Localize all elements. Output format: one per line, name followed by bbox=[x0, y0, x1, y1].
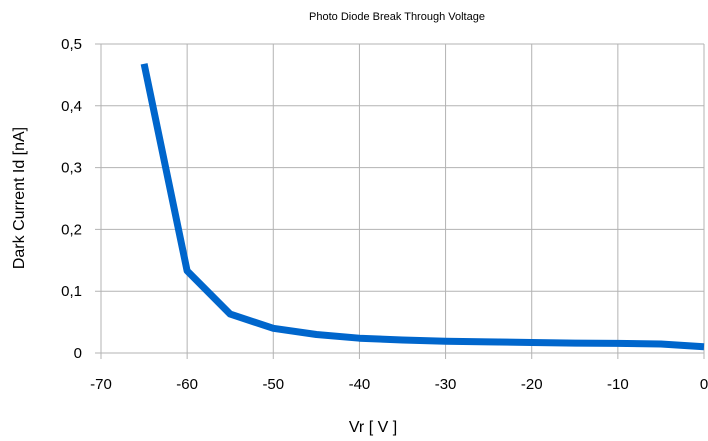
y-axis-ticks: 0 0,1 0,2 0,3 0,4 0,5 bbox=[61, 36, 82, 362]
y-tick-label: 0,4 bbox=[61, 98, 82, 115]
data-point bbox=[531, 342, 532, 343]
y-tick-label: 0,2 bbox=[61, 221, 82, 238]
y-axis-label: Dark Current Id [nA] bbox=[11, 127, 28, 269]
data-point bbox=[230, 314, 231, 315]
data-point bbox=[144, 63, 145, 64]
x-tick-label: -30 bbox=[435, 376, 457, 393]
data-point bbox=[704, 346, 705, 347]
grid-lines bbox=[95, 43, 705, 359]
data-point bbox=[445, 341, 446, 342]
x-axis-ticks: -70 -60 -50 -40 -30 -20 -10 0 bbox=[90, 376, 708, 393]
data-point bbox=[359, 338, 360, 339]
series-line bbox=[140, 63, 705, 351]
y-tick-label: 0 bbox=[74, 345, 82, 362]
x-tick-label: -70 bbox=[90, 376, 112, 393]
y-tick-label: 0,3 bbox=[61, 160, 82, 177]
y-tick-label: 0,5 bbox=[61, 36, 82, 53]
x-axis-label: Vr [ V ] bbox=[349, 419, 397, 436]
x-tick-label: -60 bbox=[176, 376, 198, 393]
x-tick-label: -50 bbox=[262, 376, 284, 393]
data-point bbox=[402, 340, 403, 341]
x-tick-label: -20 bbox=[521, 376, 543, 393]
data-point bbox=[187, 270, 188, 271]
data-point bbox=[273, 328, 274, 329]
data-point bbox=[617, 343, 618, 344]
data-point bbox=[316, 334, 317, 335]
x-tick-label: -40 bbox=[349, 376, 371, 393]
data-point bbox=[574, 343, 575, 344]
series-layer bbox=[140, 63, 705, 351]
data-point bbox=[660, 344, 661, 345]
chart-title: Photo Diode Break Through Voltage bbox=[309, 11, 485, 23]
y-tick-label: 0,1 bbox=[61, 283, 82, 300]
x-tick-label: -10 bbox=[607, 376, 629, 393]
x-tick-label: 0 bbox=[700, 376, 708, 393]
data-point bbox=[488, 341, 489, 342]
